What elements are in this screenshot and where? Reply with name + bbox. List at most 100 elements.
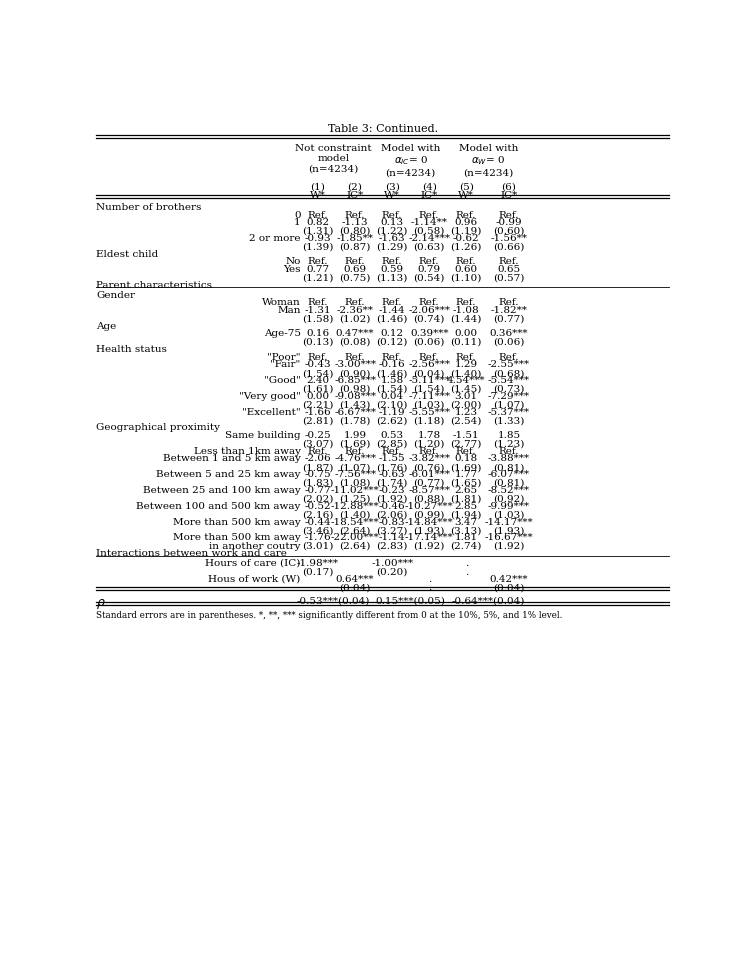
Text: 0.59: 0.59 — [380, 265, 403, 274]
Text: -3.00***: -3.00*** — [334, 360, 376, 369]
Text: Yes: Yes — [283, 265, 300, 274]
Text: 1.99: 1.99 — [344, 431, 367, 439]
Text: -0.83: -0.83 — [379, 517, 406, 526]
Text: -3.82***: -3.82*** — [408, 454, 450, 463]
Text: -2.55***: -2.55*** — [488, 360, 530, 369]
Text: -8.57***: -8.57*** — [408, 485, 450, 495]
Text: (1.83): (1.83) — [303, 479, 334, 487]
Text: -1.85**: -1.85** — [337, 234, 374, 243]
Text: -12.88***: -12.88*** — [331, 502, 379, 510]
Text: -1.82**: -1.82** — [491, 306, 527, 314]
Text: 0.60: 0.60 — [455, 265, 478, 274]
Text: -1.08: -1.08 — [453, 306, 480, 314]
Text: (2.83): (2.83) — [376, 541, 408, 551]
Text: 0.04: 0.04 — [380, 391, 403, 401]
Text: .: . — [427, 582, 431, 592]
Text: (1.29): (1.29) — [376, 242, 408, 252]
Text: Ref.: Ref. — [382, 447, 403, 456]
Text: (3.01): (3.01) — [303, 541, 334, 551]
Text: (1.93): (1.93) — [413, 526, 445, 534]
Text: Ref.: Ref. — [382, 210, 403, 219]
Text: Ref.: Ref. — [456, 447, 477, 456]
Text: -17.14***: -17.14*** — [405, 532, 453, 542]
Text: (1.81): (1.81) — [450, 494, 482, 504]
Text: -2.36**: -2.36** — [337, 306, 374, 314]
Text: -2.14***: -2.14*** — [408, 234, 450, 243]
Text: Ref.: Ref. — [345, 353, 365, 361]
Text: (1.54): (1.54) — [303, 369, 334, 378]
Text: (0.11): (0.11) — [450, 337, 482, 347]
Text: (2.16): (2.16) — [303, 510, 334, 519]
Text: (0.13): (0.13) — [303, 337, 334, 347]
Text: (1.92): (1.92) — [376, 494, 408, 504]
Text: Ref.: Ref. — [308, 353, 328, 361]
Text: (1.07): (1.07) — [339, 462, 371, 472]
Text: (0.17): (0.17) — [303, 567, 334, 576]
Text: 2.40: 2.40 — [306, 376, 329, 384]
Text: (0.68): (0.68) — [493, 369, 524, 378]
Text: Hours of care (IC): Hours of care (IC) — [205, 558, 300, 567]
Text: (2.02): (2.02) — [303, 494, 334, 504]
Text: Geographical proximity: Geographical proximity — [96, 423, 220, 432]
Text: -1.76: -1.76 — [305, 532, 332, 542]
Text: -11.02***: -11.02*** — [331, 485, 379, 495]
Text: (1.19): (1.19) — [450, 227, 482, 235]
Text: 1.23: 1.23 — [455, 407, 478, 416]
Text: -14.17***: -14.17*** — [485, 517, 533, 526]
Text: -5.54***: -5.54*** — [488, 376, 530, 384]
Text: (2.06): (2.06) — [376, 510, 408, 519]
Text: 0.82: 0.82 — [306, 218, 329, 227]
Text: (1.43): (1.43) — [339, 400, 371, 409]
Text: "Excellent": "Excellent" — [242, 407, 300, 416]
Text: -6.85***: -6.85*** — [334, 376, 376, 384]
Text: (1.44): (1.44) — [450, 314, 482, 323]
Text: (1.33): (1.33) — [493, 416, 524, 425]
Text: -5.55***: -5.55*** — [408, 407, 450, 416]
Text: (3.07): (3.07) — [303, 439, 334, 448]
Text: -10.27***: -10.27*** — [405, 502, 453, 510]
Text: 1.81: 1.81 — [455, 532, 478, 542]
Text: 0.65: 0.65 — [498, 265, 521, 274]
Text: (0.63): (0.63) — [413, 242, 445, 252]
Text: Ref.: Ref. — [456, 353, 477, 361]
Text: -0.52: -0.52 — [305, 502, 332, 510]
Text: (0.77): (0.77) — [413, 479, 445, 487]
Text: 2.65: 2.65 — [455, 485, 478, 495]
Text: 3.01: 3.01 — [455, 391, 478, 401]
Text: -1.98***: -1.98*** — [297, 558, 339, 567]
Text: (1.94): (1.94) — [450, 510, 482, 519]
Text: (2.77): (2.77) — [450, 439, 482, 448]
Text: 0.13: 0.13 — [380, 218, 403, 227]
Text: -1.00***: -1.00*** — [371, 558, 413, 567]
Text: (0.06): (0.06) — [493, 337, 524, 347]
Text: -0.93: -0.93 — [305, 234, 332, 243]
Text: -0.23: -0.23 — [379, 485, 406, 495]
Text: (5): (5) — [459, 182, 474, 191]
Text: Ref.: Ref. — [382, 353, 403, 361]
Text: (0.87): (0.87) — [339, 242, 371, 252]
Text: Woman: Woman — [262, 298, 300, 307]
Text: .: . — [465, 558, 468, 567]
Text: Man: Man — [277, 306, 300, 314]
Text: -6.67***: -6.67*** — [334, 407, 376, 416]
Text: 0.15***(0.05): 0.15***(0.05) — [376, 597, 445, 605]
Text: -18.54***: -18.54*** — [331, 517, 379, 526]
Text: (1.40): (1.40) — [339, 510, 371, 519]
Text: 2 or more: 2 or more — [249, 234, 300, 243]
Text: W*: W* — [310, 190, 326, 200]
Text: Hous of work (W): Hous of work (W) — [208, 574, 300, 583]
Text: (0.98): (0.98) — [339, 384, 371, 393]
Text: -6.07***: -6.07*** — [488, 470, 530, 479]
Text: (0.04): (0.04) — [413, 369, 445, 378]
Text: Gender: Gender — [96, 290, 135, 300]
Text: W*: W* — [384, 190, 400, 200]
Text: (2.64): (2.64) — [339, 541, 371, 551]
Text: "Very good": "Very good" — [238, 391, 300, 401]
Text: (1.25): (1.25) — [339, 494, 371, 504]
Text: 1.78: 1.78 — [418, 431, 441, 439]
Text: Ref.: Ref. — [308, 298, 328, 307]
Text: -1.56**: -1.56** — [491, 234, 527, 243]
Text: (1.87): (1.87) — [303, 462, 334, 472]
Text: in another coutry: in another coutry — [209, 541, 300, 551]
Text: (3.27): (3.27) — [376, 526, 408, 534]
